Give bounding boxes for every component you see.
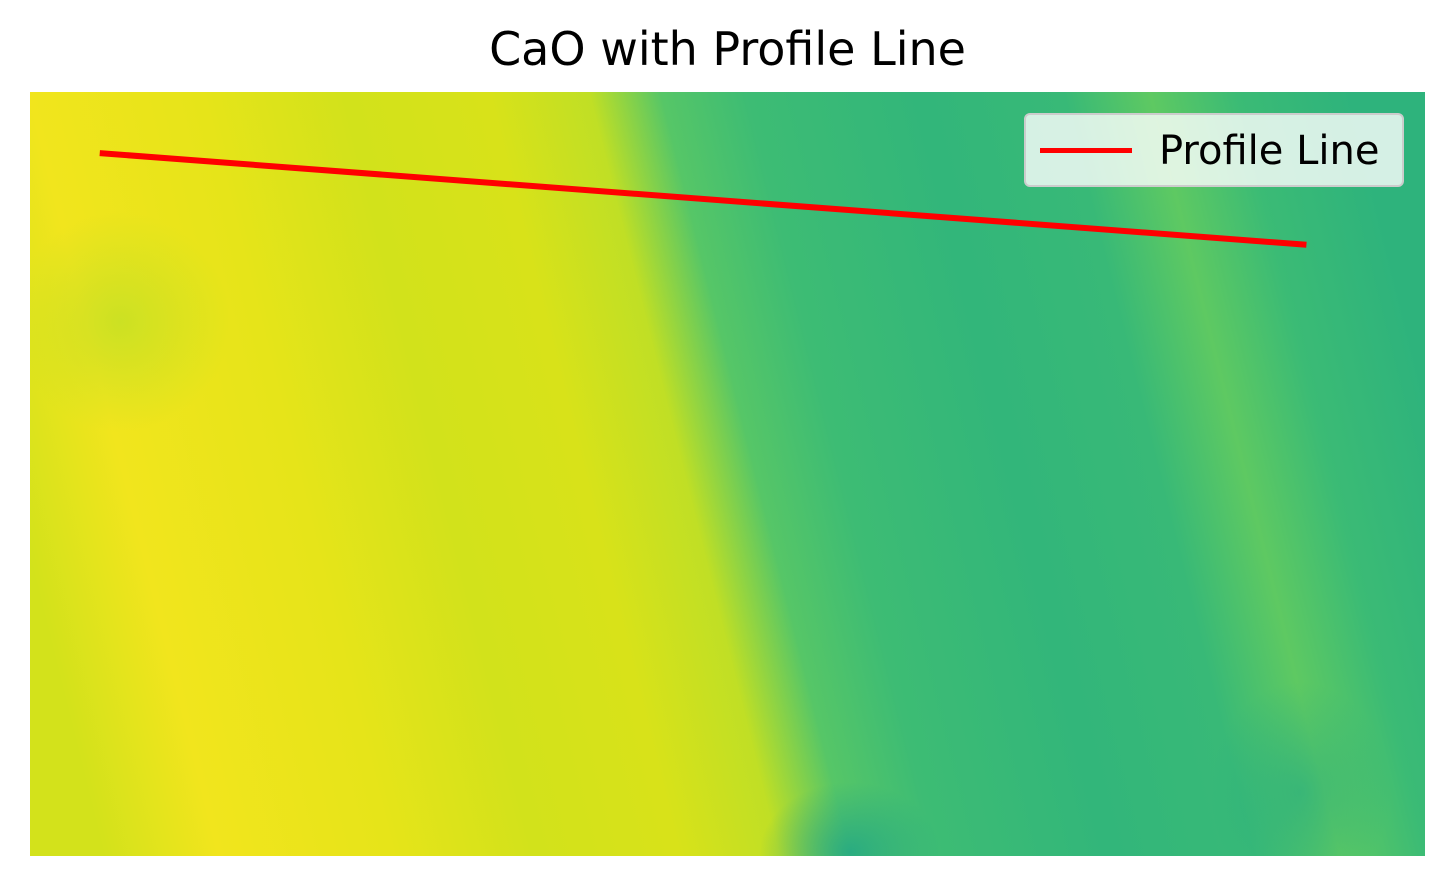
legend-label-profile-line: Profile Line xyxy=(1159,128,1380,174)
heatmap-lower-right-spot xyxy=(1210,682,1390,856)
legend-swatch-profile-line xyxy=(1040,148,1132,153)
heatmap-low-spot xyxy=(760,782,940,856)
profile-line xyxy=(99,150,1307,248)
chart-title: CaO with Profile Line xyxy=(489,22,966,76)
heatmap-field xyxy=(30,92,1425,856)
heatmap-upper-left-spot xyxy=(30,212,230,432)
heatmap-svg xyxy=(30,92,1425,856)
heatmap-plot xyxy=(30,92,1425,856)
legend: Profile Line xyxy=(1024,113,1404,187)
